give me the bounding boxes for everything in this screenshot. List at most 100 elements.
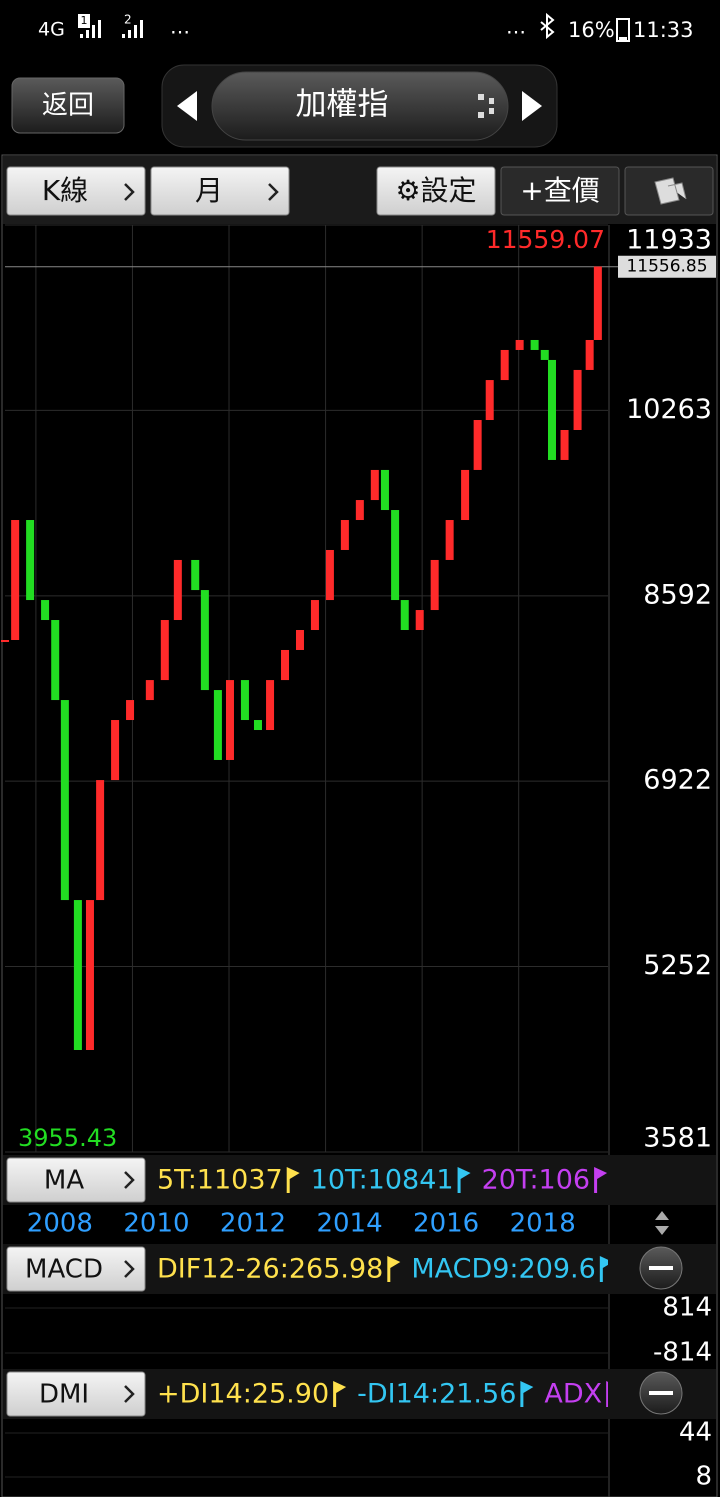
indicator-name: MA	[44, 1166, 84, 1196]
header: 返回 加權指	[11, 64, 558, 148]
candle	[225, 680, 234, 760]
candle	[295, 630, 304, 650]
battery-level	[619, 37, 627, 40]
indicator-button[interactable]	[6, 1246, 146, 1292]
indicator-button[interactable]	[6, 1371, 146, 1417]
drag-icon	[478, 94, 494, 118]
candle	[85, 900, 94, 1050]
candle	[325, 549, 334, 601]
candle	[585, 339, 594, 370]
title-pill[interactable]	[211, 71, 509, 141]
chevron	[124, 1385, 135, 1403]
indicator-value: MACD9:209.6	[411, 1254, 596, 1285]
indicator-value: 5T:11037	[157, 1165, 283, 1196]
candle	[473, 420, 482, 470]
quote-button[interactable]	[500, 166, 620, 216]
indicator-name: DMI	[39, 1380, 89, 1410]
last-price-box	[618, 255, 716, 278]
chevron	[268, 183, 279, 201]
battery-icon	[616, 18, 630, 42]
prev-arrow[interactable]	[177, 91, 197, 121]
network: 4G	[38, 19, 65, 41]
indicator-value: ADX	[544, 1379, 602, 1410]
value-flag	[387, 1256, 401, 1282]
scroll-up[interactable]	[655, 1211, 669, 1220]
candle	[1, 639, 9, 642]
y-tick-label: 11933	[626, 225, 712, 256]
candle	[445, 520, 454, 560]
indicator-button[interactable]	[6, 1157, 146, 1203]
value-flag	[594, 1167, 608, 1193]
max-label: 11559.07	[486, 225, 605, 254]
period: 月	[195, 174, 223, 207]
chevron	[124, 1260, 135, 1278]
candle	[253, 720, 262, 731]
y-tick-label: 5252	[643, 950, 712, 981]
next-arrow[interactable]	[522, 91, 542, 121]
y-tick-label: 8592	[643, 579, 712, 610]
value-flag	[606, 1381, 608, 1407]
candle	[547, 359, 556, 460]
candle	[340, 520, 349, 550]
candle	[415, 610, 424, 631]
bluetooth-icon	[540, 12, 555, 40]
indicator-value: DIF12-26:265.98	[157, 1254, 383, 1285]
candle	[73, 900, 82, 1050]
indicator-items: DIF12-26:265.98 MACD9:209.6	[157, 1254, 608, 1285]
plot-area	[5, 225, 608, 1152]
indicator-value: -DI14:21.56	[357, 1379, 516, 1410]
candle	[310, 600, 319, 631]
value-flag	[457, 1167, 471, 1193]
candle	[160, 620, 169, 681]
settings-button[interactable]	[376, 166, 496, 216]
value-flag	[520, 1381, 534, 1407]
back-label: 返回	[42, 91, 94, 121]
signal	[80, 20, 101, 38]
candle	[200, 590, 209, 691]
candle	[60, 700, 69, 901]
candle	[281, 649, 290, 681]
chevron	[124, 183, 135, 201]
y-tick-label: -814	[653, 1338, 712, 1368]
candle	[96, 780, 105, 901]
back-button[interactable]	[11, 77, 125, 134]
candle	[41, 600, 50, 621]
candle	[145, 680, 154, 701]
indicator-value: 10T:10841	[311, 1165, 454, 1196]
candle	[430, 559, 439, 611]
candle	[485, 380, 494, 421]
x-tick-label: 2018	[510, 1209, 576, 1239]
y-tick-label: 44	[679, 1418, 712, 1448]
candle	[126, 700, 135, 721]
candle	[111, 720, 120, 781]
candle	[500, 349, 509, 381]
title: 加權指	[296, 87, 389, 123]
candle	[51, 620, 60, 701]
minus-icon	[649, 1266, 673, 1270]
y-tick-label: 10263	[626, 394, 712, 425]
more-right: …	[506, 15, 526, 39]
candle	[573, 369, 582, 431]
candle	[370, 469, 379, 501]
period-button[interactable]	[150, 166, 290, 216]
candle	[560, 430, 569, 460]
minus-icon	[649, 1391, 673, 1395]
x-tick-label: 2008	[27, 1209, 93, 1239]
candle	[593, 266, 602, 340]
chart-type-button[interactable]	[6, 166, 146, 216]
candle	[380, 469, 389, 511]
candle	[213, 690, 222, 760]
sim1: 1	[81, 14, 88, 27]
scroll-down[interactable]	[655, 1226, 669, 1235]
candle	[173, 559, 182, 621]
y-tick-label: 8	[695, 1462, 712, 1492]
sim2: 2	[124, 13, 132, 27]
indicator-value: 20T:106	[482, 1165, 591, 1196]
sim-badge	[78, 14, 90, 28]
candle	[11, 520, 20, 640]
signal	[122, 20, 143, 38]
quote: +查價	[520, 174, 599, 207]
chevron	[124, 1171, 135, 1189]
indicator-name: MACD	[25, 1255, 103, 1285]
